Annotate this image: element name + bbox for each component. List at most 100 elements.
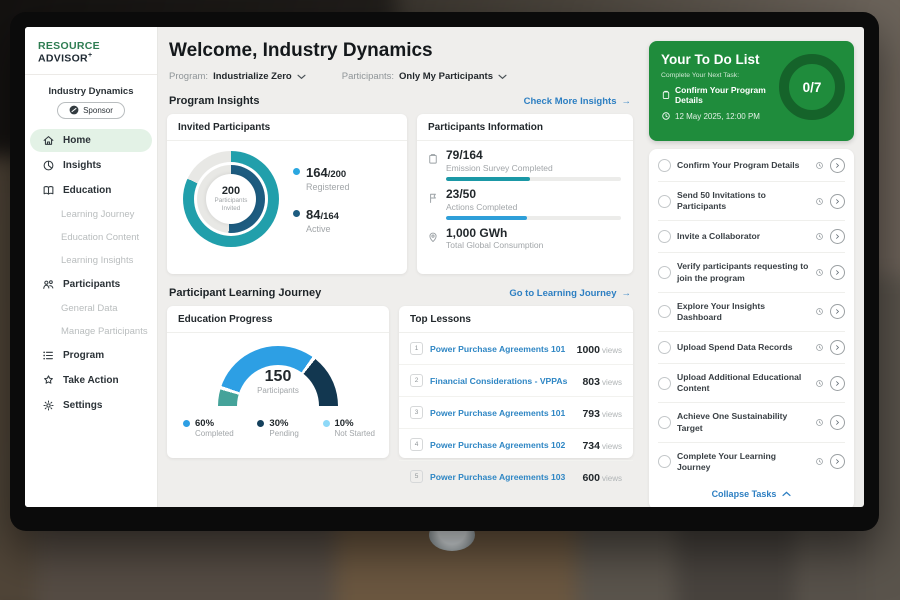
not-started-pct: 10%	[335, 418, 375, 429]
task-row-complete-learning-journey[interactable]: Complete Your Learning Journey	[658, 443, 845, 481]
progress-fill	[446, 216, 527, 220]
task-open-button[interactable]	[830, 265, 845, 280]
invited-legend: 164/200 Registered 84/164 Active	[293, 164, 350, 234]
progress-fill	[446, 177, 530, 181]
task-label: Complete Your Learning Journey	[677, 451, 809, 473]
participants-info-body: 79/164 Emission Survey Completed 23/50 A…	[417, 141, 633, 254]
clock-icon	[815, 418, 824, 427]
filter-bar: Program: Industrialize Zero Participants…	[169, 71, 633, 82]
emission-survey-label: Emission Survey Completed	[446, 163, 621, 173]
lesson-link[interactable]: Power Purchase Agreements 102	[430, 440, 575, 450]
task-checkbox[interactable]	[658, 341, 671, 354]
task-open-button[interactable]	[830, 304, 845, 319]
chevron-right-icon	[834, 161, 841, 170]
task-checkbox[interactable]	[658, 266, 671, 279]
participants-information-card: Participants Information 79/164 Emission…	[417, 114, 633, 274]
gauge-center-value: 150	[218, 368, 338, 386]
todo-task-list: Confirm Your Program Details Send 50 Inv…	[649, 149, 854, 507]
clock-icon	[815, 268, 824, 277]
task-label: Invite a Collaborator	[677, 231, 809, 242]
views-label: views	[602, 474, 622, 483]
lesson-link[interactable]: Power Purchase Agreements 103	[430, 472, 575, 482]
task-open-button[interactable]	[830, 340, 845, 355]
participants-dropdown-value: Only My Participants	[399, 71, 493, 82]
info-row-consumption: 1,000 GWh Total Global Consumption	[427, 227, 621, 255]
sidebar-item-label: Learning Journey	[61, 209, 134, 220]
active-label: Active	[306, 224, 339, 234]
task-open-button[interactable]	[830, 229, 845, 244]
task-open-button[interactable]	[830, 454, 845, 469]
task-checkbox[interactable]	[658, 159, 671, 172]
task-checkbox[interactable]	[658, 305, 671, 318]
task-checkbox[interactable]	[658, 195, 671, 208]
chevron-right-icon	[834, 307, 841, 316]
task-row-explore-insights[interactable]: Explore Your Insights Dashboard	[658, 293, 845, 332]
sidebar-item-program[interactable]: Program	[30, 344, 152, 367]
lesson-link[interactable]: Financial Considerations - VPPAs	[430, 376, 575, 386]
lessons-list: 1 Power Purchase Agreements 101 1000view…	[399, 333, 633, 492]
sidebar-item-participants[interactable]: Participants	[30, 273, 152, 296]
lesson-row: 3 Power Purchase Agreements 101 793views	[399, 397, 633, 429]
lesson-link[interactable]: Power Purchase Agreements 101	[430, 344, 570, 354]
lesson-views: 1000	[577, 344, 600, 356]
task-open-button[interactable]	[830, 376, 845, 391]
task-checkbox[interactable]	[658, 416, 671, 429]
sidebar-item-label: Education	[63, 185, 111, 196]
sidebar-item-home[interactable]: Home	[30, 129, 152, 152]
sidebar-item-learning-journey[interactable]: Learning Journey	[30, 204, 152, 225]
task-open-button[interactable]	[830, 415, 845, 430]
sidebar-item-settings[interactable]: Settings	[30, 394, 152, 417]
sidebar-item-education[interactable]: Education	[30, 179, 152, 202]
lesson-row: 2 Financial Considerations - VPPAs 803vi…	[399, 365, 633, 397]
task-row-invite-collaborator[interactable]: Invite a Collaborator	[658, 221, 845, 253]
clock-icon	[815, 457, 824, 466]
task-checkbox[interactable]	[658, 455, 671, 468]
task-open-button[interactable]	[830, 158, 845, 173]
registered-label: Registered	[306, 182, 350, 192]
program-dropdown[interactable]: Program: Industrialize Zero	[169, 71, 306, 82]
legend-item-registered: 164/200 Registered	[293, 164, 350, 192]
donut-center-label: Participants Invited	[211, 197, 251, 213]
task-open-button[interactable]	[830, 194, 845, 209]
check-more-insights-link[interactable]: Check More Insights →	[524, 96, 631, 107]
sidebar-item-take-action[interactable]: Take Action	[30, 369, 152, 392]
collapse-tasks-link[interactable]: Collapse Tasks	[658, 481, 845, 507]
info-row-emission-survey: 79/164 Emission Survey Completed	[427, 149, 621, 181]
participants-dropdown[interactable]: Participants: Only My Participants	[342, 71, 507, 82]
views-label: views	[602, 410, 622, 419]
task-checkbox[interactable]	[658, 377, 671, 390]
sidebar: RESOURCE ADVISOR+ Industry Dynamics Spon…	[25, 27, 158, 507]
go-to-learning-journey-link[interactable]: Go to Learning Journey →	[509, 288, 631, 299]
sidebar-item-education-content[interactable]: Education Content	[30, 227, 152, 248]
todo-progress-value: 0/7	[803, 80, 822, 95]
home-icon	[42, 134, 55, 147]
task-row-send-invitations[interactable]: Send 50 Invitations to Participants	[658, 182, 845, 221]
sidebar-nav: Home Insights Education Learning Journey…	[25, 129, 157, 417]
task-row-verify-participants[interactable]: Verify participants requesting to join t…	[658, 253, 845, 292]
gauge-legend: 60% Completed 30% Pending	[167, 408, 389, 438]
task-row-confirm-program[interactable]: Confirm Your Program Details	[658, 150, 845, 182]
program-dropdown-label: Program:	[169, 71, 208, 82]
sidebar-item-learning-insights[interactable]: Learning Insights	[30, 250, 152, 271]
main-content: Welcome, Industry Dynamics Program: Indu…	[158, 27, 641, 507]
emission-survey-value: 79/164	[446, 149, 621, 163]
dashboard-screen: RESOURCE ADVISOR+ Industry Dynamics Spon…	[25, 27, 864, 507]
lesson-link[interactable]: Power Purchase Agreements 101	[430, 408, 575, 418]
sidebar-item-general-data[interactable]: General Data	[30, 298, 152, 319]
task-row-upload-spend-data[interactable]: Upload Spend Data Records	[658, 332, 845, 364]
learning-journey-header: Participant Learning Journey Go to Learn…	[169, 287, 631, 299]
sidebar-item-label: Insights	[63, 160, 101, 171]
sidebar-item-insights[interactable]: Insights	[30, 154, 152, 177]
task-row-upload-educational-content[interactable]: Upload Additional Educational Content	[658, 364, 845, 403]
task-checkbox[interactable]	[658, 230, 671, 243]
lesson-rank: 3	[410, 406, 423, 419]
chevron-right-icon	[834, 343, 841, 352]
lesson-row: 1 Power Purchase Agreements 101 1000view…	[399, 333, 633, 365]
sidebar-item-manage-participants[interactable]: Manage Participants	[30, 321, 152, 342]
registered-numerator: 164	[306, 165, 328, 180]
task-row-achieve-target[interactable]: Achieve One Sustainability Target	[658, 403, 845, 442]
education-icon	[42, 184, 55, 197]
section-title: Participant Learning Journey	[169, 287, 321, 299]
sponsor-label: Sponsor	[83, 106, 113, 115]
page-title: Welcome, Industry Dynamics	[169, 40, 633, 62]
